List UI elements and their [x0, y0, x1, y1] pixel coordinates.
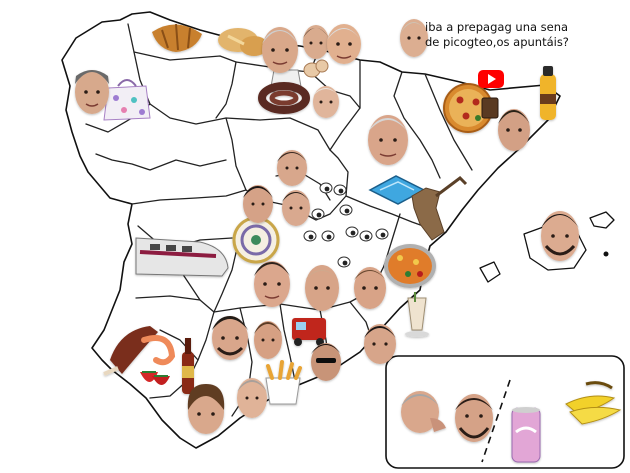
face-sevilla [187, 384, 225, 434]
strawberries-icon [140, 371, 170, 385]
horchata-icon [405, 292, 429, 337]
face-cordoba [254, 321, 282, 359]
face-aragon [368, 115, 408, 165]
caption-line-1: iba a prepagag una sena [425, 20, 569, 34]
sausage-icon [258, 82, 310, 114]
shrimp-icon [141, 335, 176, 366]
paella-icon [384, 244, 436, 288]
face-pais-vasco [327, 24, 361, 64]
louis-vuitton-bag-icon [103, 79, 151, 121]
face-cuenca [305, 265, 339, 311]
donkey-statue-icon [411, 176, 468, 241]
face-canarias-left [401, 391, 446, 433]
train-icon [135, 237, 229, 277]
canary-islands-inset [385, 355, 625, 469]
cacaolat-bottle-icon [540, 66, 556, 120]
face-burgos [313, 86, 339, 118]
face-avila [243, 185, 273, 223]
bread-icon [218, 28, 268, 56]
face-madrid-north [277, 150, 307, 186]
face-caption-speaker [400, 19, 428, 57]
face-malaga [237, 378, 267, 418]
face-murcia [364, 324, 396, 364]
soda-can-icon [511, 407, 541, 463]
face-cantabria-2 [303, 25, 329, 59]
fries-icon [265, 360, 302, 405]
chocolate-icon [481, 97, 499, 119]
eggs-icon [303, 59, 329, 78]
eyes-icon [303, 182, 389, 268]
face-jaen [311, 343, 341, 381]
face-baleares [541, 211, 579, 261]
face-cantabria [262, 27, 298, 73]
fire-truck-icon [292, 318, 326, 346]
bananas-icon [565, 381, 622, 425]
face-catalonia [498, 109, 530, 151]
croissant-icon [152, 23, 202, 52]
decorative-plate-icon [232, 216, 280, 264]
face-madrid [282, 190, 310, 226]
face-extremadura [212, 316, 248, 360]
speech-caption: iba a prepagag una sena de picogteo,os a… [425, 20, 625, 50]
face-canarias-right [455, 394, 493, 442]
youtube-icon [478, 70, 504, 88]
face-valencia [354, 267, 386, 309]
caption-line-2: de picogteo,os apuntáis? [425, 35, 569, 49]
face-castilla-la-mancha [254, 261, 290, 307]
face-galicia [75, 70, 109, 114]
pizza-icon [443, 83, 493, 133]
beer-bottle-icon [182, 338, 194, 394]
